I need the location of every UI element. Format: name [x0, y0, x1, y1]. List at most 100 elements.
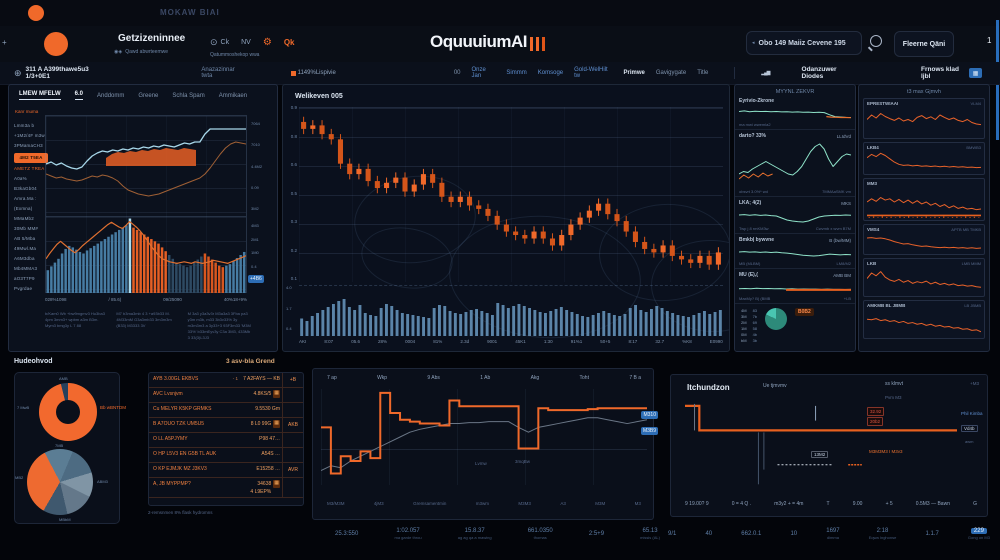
table-row[interactable]: Cu MELYR K5KP GRMKS 9.5530 Gm — [149, 403, 303, 418]
side-label[interactable]: 49Mwl.Ma — [14, 246, 37, 252]
cell: 4M — [741, 308, 747, 313]
axis-tick: 2.3d — [460, 339, 470, 344]
signal-section[interactable]: Bmkb| bywvne B (bw/MM) MB (MLBM) LM8/M2 — [735, 233, 855, 268]
watchlist-card[interactable]: MM3 — [863, 178, 985, 221]
watchlist-card[interactable]: LKB4 BMWB3 — [863, 142, 985, 175]
grid-view-icon[interactable]: ▦ — [969, 68, 982, 78]
nav-link[interactable]: 00 — [453, 70, 461, 76]
side-label[interactable]: B3kaGb04 — [14, 186, 37, 192]
tab[interactable]: Greene — [138, 92, 159, 99]
watchlist-card[interactable]: LKB LMB MMM — [863, 258, 985, 297]
signal-section[interactable]: Eyrivio-Zkrone ma mwi wwemla2 — [735, 95, 855, 129]
side-label[interactable]: 4M2 T5EA — [14, 153, 48, 163]
table-row[interactable]: B A7OUO TZK UM5U5 8 L0 99G ▦ AKB — [149, 418, 303, 433]
side-label[interactable]: +1M2/4F m3w — [14, 133, 45, 139]
tab[interactable]: Ammikaen — [218, 92, 248, 99]
side-label[interactable]: A6M3dba — [14, 256, 35, 262]
search-value: Obo 149 Maiiz Cevene 195 — [758, 39, 846, 47]
tab[interactable]: 6.0 — [74, 91, 84, 100]
nav-section2a[interactable]: Odanzuwer Diodes — [801, 66, 837, 80]
side-label[interactable]: A0a% — [14, 176, 27, 182]
tab[interactable]: Anddomm — [97, 92, 125, 99]
action-button[interactable]: Fleerne Qäni — [894, 31, 954, 57]
search-input[interactable]: ◂ Obo 149 Maiiz Cevene 195 — [746, 31, 862, 55]
status-item[interactable]: 9.00 — [852, 501, 863, 507]
volume-distribution-chart — [46, 216, 246, 293]
pie-label: 7MB — [55, 443, 64, 448]
axis-tick: 05.6 — [351, 339, 360, 344]
avatar[interactable] — [44, 32, 68, 56]
status-item[interactable]: 0.5M3 — Bawn — [915, 501, 950, 507]
table-row[interactable]: AYB 3.00GL EKBVS - 1 7 A2FAYS — KB +B — [149, 373, 303, 388]
globe-icon[interactable]: ⊕ — [14, 67, 22, 78]
nav-orange-item[interactable]: 1149%Lispivie — [290, 70, 336, 76]
table-row[interactable]: O HP L5V3 EN G5B TL AUK A54S … — [149, 448, 303, 463]
status-item[interactable]: 0 = 4 Q . — [731, 501, 752, 507]
nav-section2b[interactable]: Frnows klad ljbl — [921, 66, 959, 80]
signal-section[interactable]: MU (E),( AMB BM MaxMy? B) (BMB +LB — [735, 268, 855, 303]
side-label[interactable]: (Exmna) — [14, 206, 33, 212]
status-item[interactable]: 9 19.00? 9 — [685, 501, 709, 507]
mini-table-row: 1M 58 — [741, 326, 757, 331]
footer-axis-left: 25.3:550 1:02.057 ma garde throu 15.8.37… — [335, 528, 660, 540]
app-logo[interactable] — [28, 5, 44, 21]
nav-left-text: 311 A A399thawe5u3 1/3+0E1 — [25, 66, 89, 80]
row-label: AYB 3.00GL EKBVS — [153, 376, 199, 382]
watchlist-card[interactable]: VMS4 APTB MB TMKB — [863, 224, 985, 255]
side-label[interactable]: aO3T7P9 — [14, 276, 35, 282]
nav-link[interactable]: Gavigygate — [655, 70, 687, 76]
footer-tick: 229 Gong on M3 — [968, 528, 990, 540]
watchlist-card[interactable]: AMKMB BL JBMB LB JBMB — [863, 300, 985, 339]
mini-box-label: 13M2 — [811, 451, 829, 458]
right-axis-bottom: 4M3 2M1 1M0 0.4 — [251, 223, 259, 269]
side-label[interactable]: 3PMamaCH3 — [14, 143, 43, 149]
allocation-card: AMB 7 MwB Bb wBNTDM 7MB MB2 ABM3 MBbM — [14, 372, 126, 524]
search-icon[interactable] — [870, 34, 882, 52]
side-label[interactable]: AMETZ TREA — [14, 166, 45, 172]
side-label[interactable]: Amra.Ma : — [14, 196, 37, 202]
mid-label: Lvmw — [475, 461, 487, 466]
tab[interactable]: LMEW MFELW — [19, 91, 61, 100]
bar-chart-icon[interactable]: ▂▄▆ — [761, 70, 770, 76]
orders-title: 3 asv-bla Grend — [226, 358, 275, 365]
corner-label: Kanr muma — [15, 109, 39, 114]
nav-link[interactable]: Komsoge — [537, 70, 564, 76]
nav-link[interactable]: Gold-WelHilt tw — [574, 67, 608, 79]
execution-line-chart — [685, 401, 957, 499]
nav-links: 00 Onze Jan Simmm Komsoge Gold-WelHilt tw Pri… — [454, 67, 708, 79]
nav-link[interactable]: Primwe — [623, 70, 645, 76]
qk-icon[interactable]: Qk — [283, 38, 295, 47]
table-row[interactable]: AVC Lvsnjvm 4.8KS/5 ▦ — [149, 388, 303, 403]
collapse-plus-icon[interactable]: + — [2, 38, 7, 47]
side-label[interactable]: MMaMb2 — [14, 216, 34, 222]
side-label[interactable]: Pvgrdae — [14, 286, 33, 292]
footnotes: b/Kam0 Wb +bw9mgmv3 Hu3ba3 4pm 3mm3+ wpb… — [45, 311, 253, 341]
status-item[interactable]: + 5 — [885, 501, 893, 507]
gear-icon[interactable]: ⚙ — [262, 37, 272, 48]
clock-icon[interactable]: ⊙ Ck — [210, 37, 230, 47]
tab[interactable]: Schla Spam — [172, 92, 205, 99]
side-label[interactable]: Lmm3a b — [14, 123, 35, 128]
side-label[interactable]: Mb4MMA3 — [14, 266, 38, 272]
top-label: 7 ap — [327, 375, 337, 381]
watchlist-card[interactable]: EPRESTWIAAI VLM4 — [863, 98, 985, 139]
nav-link[interactable]: Onze Jan — [471, 67, 486, 79]
nav-link[interactable]: Title — [697, 70, 709, 76]
row-value: 8 L0 99G — [250, 421, 272, 427]
table-row[interactable]: A, JB MYPPMP? 34638 4 L9EP% ▦ — [149, 478, 303, 498]
card-label: MM3 — [867, 181, 877, 186]
orders-table: AYB 3.00GL EKBVS - 1 7 A2FAYS — KB +B AV… — [148, 372, 304, 506]
signal-section[interactable]: LKA; 4(2) MKS Twp j 8 rmKM3w Cwvmb x wvm… — [735, 196, 855, 233]
signal-section[interactable]: darto? 33% LLIdVd obsvrt 3.0%* wd 7MMAaS… — [735, 129, 855, 196]
brand[interactable]: OquuuiumAI — [430, 32, 545, 52]
nav-link[interactable]: Simmm — [506, 70, 527, 76]
table-row[interactable]: O KP EJMJK MZ J3KV3 E15258 … AVR — [149, 463, 303, 478]
status-item[interactable]: m3y2 + = 4m — [774, 501, 804, 507]
side-label[interactable]: 30Mb MM# — [14, 226, 39, 232]
status-item[interactable]: G — [973, 501, 977, 507]
nv-label[interactable]: NV — [241, 39, 251, 46]
side-label[interactable]: AB 5/Mba — [14, 236, 36, 242]
status-item[interactable]: T — [826, 501, 830, 507]
table-row[interactable]: O LL A5PJYMY P98 47… — [149, 433, 303, 448]
grid-glyph: ▦ — [972, 70, 979, 77]
